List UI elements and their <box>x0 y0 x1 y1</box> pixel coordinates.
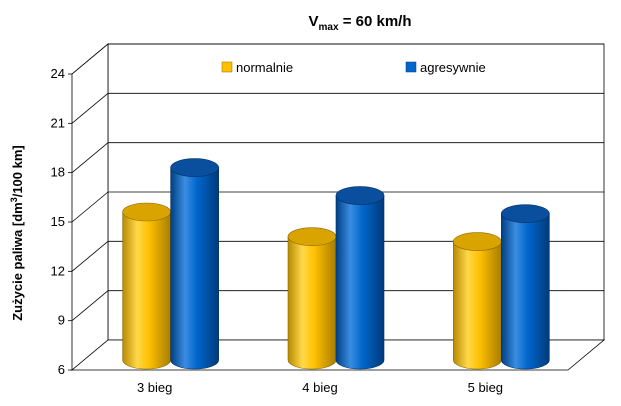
y-tick-label: 18 <box>51 165 65 180</box>
bar <box>453 232 502 370</box>
bar-body <box>335 195 385 370</box>
bar <box>170 158 219 370</box>
gridline-side <box>71 241 109 272</box>
bar-body <box>501 213 550 370</box>
y-axis-label: Zużycie paliwa [dm3/100 km] <box>9 145 25 321</box>
gridline-side <box>71 93 109 124</box>
bar-top <box>122 202 171 222</box>
y-tick-label: 21 <box>51 115 65 130</box>
gridline-side <box>71 43 109 75</box>
y-tick-label: 12 <box>51 263 65 278</box>
bar-top <box>170 158 219 177</box>
chart-title: Vmax = 60 km/h <box>309 13 412 33</box>
y-tick-label: 24 <box>51 66 65 81</box>
bar-body <box>287 236 337 370</box>
bar-body <box>453 241 502 370</box>
legend-label-agresywnie: agresywnie <box>420 60 486 75</box>
bar-body <box>122 211 171 370</box>
gridline-side <box>71 290 109 321</box>
bar-body <box>170 167 219 370</box>
x-tick-label: 3 bieg <box>137 380 172 395</box>
y-axis-ticks: 6 9 12 15 18 21 24 <box>51 66 72 377</box>
legend-label-normalnie: normalnie <box>236 60 293 75</box>
bar-top <box>453 232 502 251</box>
y-tick-label: 6 <box>58 362 65 377</box>
bar <box>122 202 171 370</box>
gridline-side <box>71 191 109 223</box>
legend-swatch-normalnie <box>221 61 233 73</box>
y-tick-label: 15 <box>51 214 65 229</box>
bar <box>287 227 337 370</box>
legend: normalnie agresywnie <box>221 60 486 75</box>
bar-top <box>335 186 385 205</box>
gridline-side <box>71 142 109 173</box>
bar-top <box>287 227 337 246</box>
x-axis-ticks: 3 bieg 4 bieg 5 bieg <box>137 380 503 395</box>
bar-top <box>501 204 550 223</box>
x-tick-label: 5 bieg <box>468 380 503 395</box>
y-tick-label: 9 <box>58 313 65 328</box>
legend-swatch-agresywnie <box>405 61 417 73</box>
bar <box>501 204 550 370</box>
x-tick-label: 4 bieg <box>302 380 337 395</box>
bars <box>122 158 550 370</box>
bar <box>335 186 385 370</box>
